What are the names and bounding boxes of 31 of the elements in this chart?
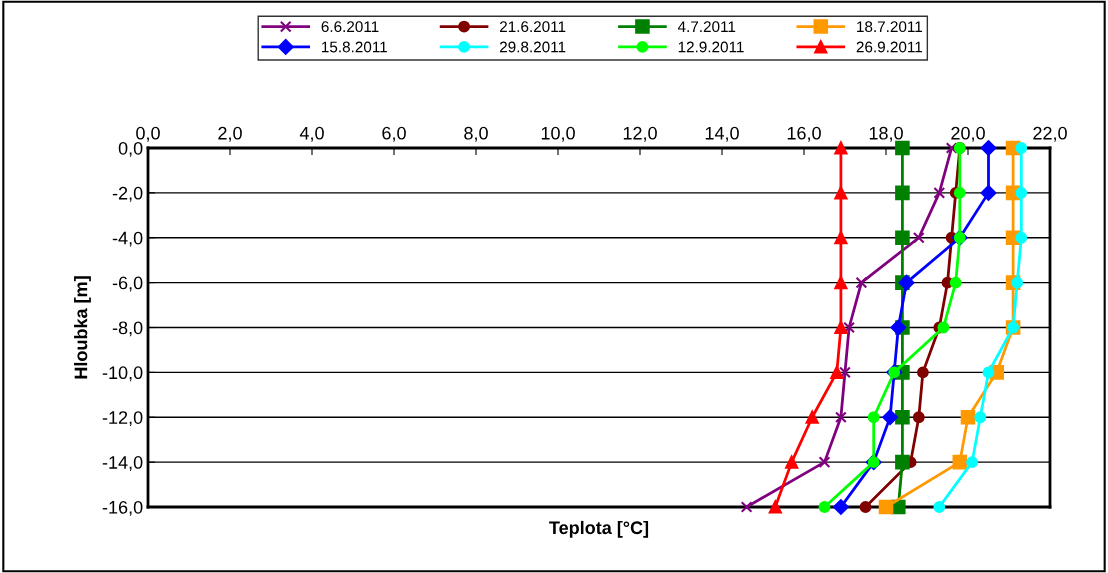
y-tick-label: -2,0 [112,186,143,202]
legend-label: 6.6.2011 [321,21,379,33]
x-tick-label: 0,0 [136,126,160,142]
x-tick-label: 4,0 [299,126,324,142]
y-tick-label: -12,0 [102,411,143,427]
y-axis-title: Hloubka [m] [74,276,91,379]
legend-label: 15.8.2011 [322,41,387,53]
x-axis-title: Teplota [°C] [549,520,649,538]
x-tick-label: 6,0 [382,126,406,142]
y-tick-label: -4,0 [112,231,143,247]
y-tick-label: 0,0 [118,141,143,157]
legend-label: 29.8.2011 [499,41,566,53]
legend-label: 18.7.2011 [857,21,923,33]
y-tick-label: -16,0 [102,500,143,516]
x-tick-label: 18,0 [869,126,903,142]
x-tick-label: 22,0 [1033,126,1067,142]
legend-label: 21.6.2011 [499,21,566,33]
legend-label: 26.9.2011 [856,41,923,53]
x-tick-label: 14,0 [705,126,739,142]
legend-label: 12.9.2011 [678,41,744,53]
y-tick-label: -10,0 [102,366,143,382]
x-tick-label: 8,0 [464,126,488,142]
y-tick-label: -6,0 [112,276,143,292]
x-tick-label: 2,0 [218,126,242,142]
x-tick-label: 16,0 [787,126,821,142]
legend-label: 4.7.2011 [677,21,736,33]
y-tick-label: -14,0 [102,456,143,471]
x-tick-label: 12,0 [623,126,657,142]
x-tick-label: 10,0 [541,126,575,142]
x-tick-label: 20,0 [951,126,985,142]
y-tick-label: -8,0 [112,321,143,337]
